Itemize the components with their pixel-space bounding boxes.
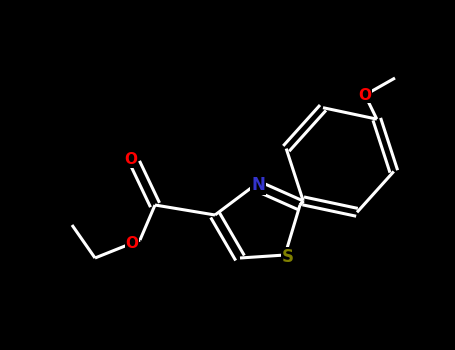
Text: S: S: [282, 248, 294, 266]
Text: O: O: [125, 153, 137, 168]
Text: O: O: [126, 237, 138, 252]
Text: N: N: [251, 176, 265, 194]
Text: O: O: [359, 88, 371, 103]
